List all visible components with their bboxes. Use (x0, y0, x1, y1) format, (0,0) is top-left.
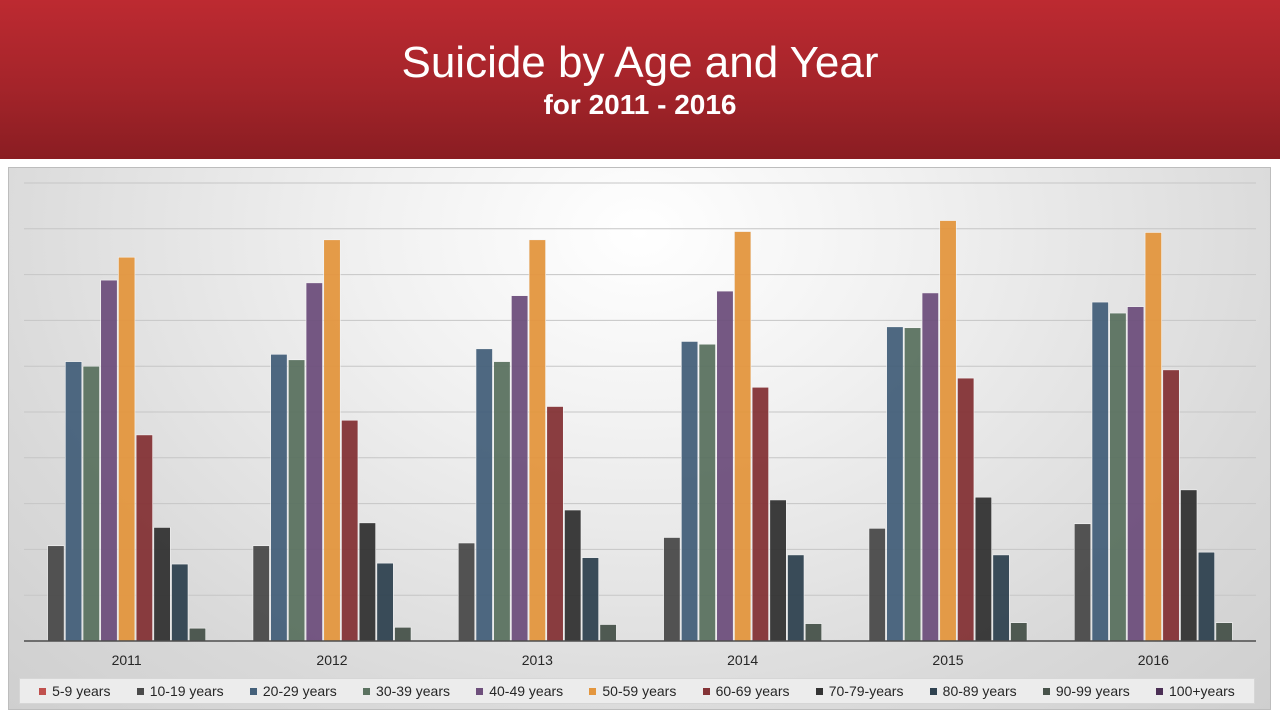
bar-30-39-years-2015 (904, 327, 922, 642)
legend-item: 10-19 years (136, 683, 224, 699)
legend-swatch (249, 687, 257, 695)
bar-20-29-years-2015 (886, 326, 904, 642)
bar-70-79-years-2013 (564, 509, 582, 642)
bar-20-29-years-2013 (475, 348, 493, 642)
bar-80-89-years-2015 (992, 554, 1010, 642)
bar-10-19-years-2013 (457, 542, 476, 642)
legend-swatch (1156, 687, 1164, 695)
legend-swatch (589, 687, 597, 695)
x-tick-label: 2011 (112, 652, 142, 668)
bar-90-99-years-2016 (1215, 622, 1233, 642)
chart-subtitle: for 2011 - 2016 (543, 89, 737, 120)
bar-10-19-years-2012 (252, 545, 270, 642)
bar-50-59-years-2012 (323, 239, 341, 642)
legend-item: 20-29 years (249, 683, 337, 699)
legend-swatch (815, 687, 823, 695)
legend-swatch (39, 687, 47, 695)
bar-30-39-years-2014 (698, 343, 716, 642)
bar-10-19-years-2014 (663, 537, 681, 642)
legend-item: 80-89 years (929, 683, 1017, 699)
bar-10-19-years-2016 (1073, 523, 1092, 642)
x-tick-label: 2015 (932, 652, 963, 668)
legend-item: 5-9 years (39, 683, 110, 699)
chart-legend: 5-9 years 10-19 years 20-29 years 30-39 yea… (19, 678, 1255, 704)
bar-20-29-years-2014 (681, 341, 699, 642)
legend-label: 90-99 years (1055, 683, 1130, 699)
x-tick-label: 2014 (727, 652, 758, 668)
legend-label: 30-39 years (376, 683, 450, 699)
bar-30-39-years-2011 (82, 365, 100, 642)
legend-label: 50-59 years (602, 683, 677, 699)
bar-80-89-years-2011 (171, 563, 189, 642)
legend-swatch (1042, 687, 1050, 695)
bar-50-59-years-2016 (1144, 232, 1162, 642)
bar-60-69-years-2014 (751, 386, 769, 642)
bar-20-29-years-2016 (1091, 301, 1109, 642)
bar-90-99-years-2015 (1010, 622, 1028, 642)
bar-30-39-years-2016 (1109, 312, 1127, 642)
legend-item: 40-49 years (476, 683, 563, 699)
bar-80-89-years-2014 (787, 554, 805, 642)
bar-70-79-years-2012 (358, 522, 376, 642)
legend-label: 20-29 years (262, 683, 337, 699)
bar-50-59-years-2015 (939, 220, 957, 642)
bar-90-99-years-2012 (394, 626, 412, 642)
bar-90-99-years-2014 (804, 623, 823, 642)
legend-item: 60-69 years (702, 683, 790, 699)
bar-60-69-years-2016 (1162, 369, 1180, 642)
bar-60-69-years-2011 (135, 434, 153, 642)
title-banner: Suicide by Age and Year for 2011 - 2016 (0, 0, 1280, 159)
bar-60-69-years-2015 (957, 377, 975, 642)
legend-item: 100+years (1156, 683, 1235, 699)
bar-40-49-years-2013 (511, 295, 529, 642)
bar-10-19-years-2015 (868, 528, 886, 642)
x-tick-label: 2012 (316, 652, 347, 668)
legend-label: 5-9 years (52, 683, 111, 699)
legend-swatch (702, 687, 710, 695)
bar-20-29-years-2012 (270, 353, 288, 642)
bar-60-69-years-2013 (546, 406, 564, 642)
legend-swatch (929, 687, 937, 695)
bar-40-49-years-2015 (921, 292, 939, 642)
bar-50-59-years-2011 (118, 256, 136, 642)
bar-50-59-years-2014 (734, 231, 752, 642)
bar-70-79-years-2014 (769, 499, 787, 642)
bar-80-89-years-2013 (581, 557, 599, 642)
bar-70-79-years-2011 (153, 527, 171, 642)
bar-40-49-years-2012 (305, 282, 323, 642)
bar-50-59-years-2013 (528, 239, 546, 642)
legend-label: 100+years (1169, 683, 1235, 699)
bar-80-89-years-2012 (376, 562, 394, 642)
legend-label: 60-69 years (715, 683, 790, 699)
bar-60-69-years-2012 (341, 419, 359, 642)
bar-40-49-years-2016 (1127, 306, 1145, 642)
bar-70-79-years-2016 (1180, 489, 1198, 642)
bar-90-99-years-2013 (599, 624, 617, 642)
x-tick-label: 2013 (522, 652, 553, 668)
bar-40-49-years-2014 (716, 290, 734, 642)
bar-80-89-years-2016 (1197, 551, 1215, 642)
bar-90-99-years-2011 (188, 627, 207, 642)
legend-item: 90-99 years (1042, 683, 1130, 699)
bar-30-39-years-2013 (493, 361, 511, 642)
bar-10-19-years-2011 (47, 545, 65, 642)
legend-item: 70-79-years (815, 683, 904, 699)
legend-label: 80-89 years (942, 683, 1017, 699)
legend-label: 10-19 years (149, 683, 224, 699)
legend-item: 50-59 years (589, 683, 676, 699)
legend-item: 30-39 years (363, 683, 450, 699)
chart-title: Suicide by Age and Year (401, 38, 879, 87)
chart-panel (8, 167, 1271, 710)
x-tick-label: 2016 (1138, 652, 1169, 668)
legend-label: 70-79-years (828, 683, 904, 699)
legend-swatch (136, 687, 144, 695)
bar-30-39-years-2012 (288, 359, 306, 642)
bar-40-49-years-2011 (100, 279, 118, 642)
legend-swatch (363, 687, 371, 695)
legend-label: 40-49 years (489, 683, 564, 699)
bar-20-29-years-2011 (65, 361, 83, 642)
bar-70-79-years-2015 (974, 496, 992, 642)
legend-swatch (476, 687, 484, 695)
